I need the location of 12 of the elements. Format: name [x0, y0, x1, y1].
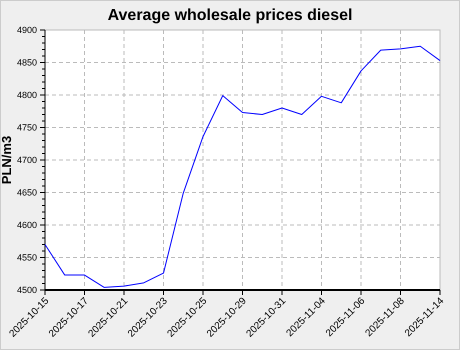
y-tick-label: 4750: [16, 122, 37, 132]
y-tick-label: 4600: [16, 220, 37, 230]
line-series: [44, 46, 440, 288]
y-tick-label: 4550: [16, 252, 37, 262]
y-tick-label: 4800: [16, 90, 37, 100]
y-axis-title: PLN/m3: [0, 136, 14, 184]
y-tick-label: 4500: [16, 284, 37, 295]
y-tick-label: 4650: [16, 187, 37, 198]
y-tick-label: 4900: [16, 24, 37, 35]
chart-title: Average wholesale prices diesel: [108, 7, 352, 24]
y-tick-label: 4850: [16, 57, 37, 68]
y-tick-label: 4700: [16, 154, 37, 165]
